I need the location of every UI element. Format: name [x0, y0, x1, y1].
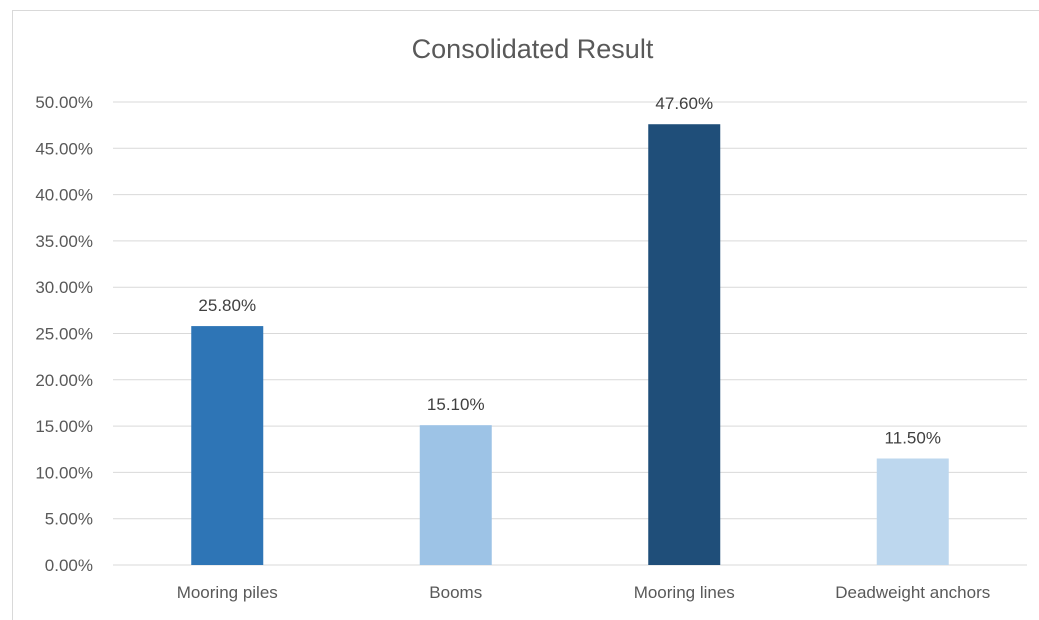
y-tick-label: 45.00%: [35, 139, 93, 158]
gridlines: [113, 101, 1027, 566]
y-axis-ticks: 0.00% 5.00% 10.00% 15.00% 20.00% 25.00% 30.00%…: [35, 93, 93, 575]
y-tick-label: 40.00%: [35, 186, 93, 205]
x-axis-categories: Mooring piles Booms Mooring lines Deadweigh…: [177, 583, 991, 602]
x-category-label: Deadweight anchors: [835, 583, 990, 602]
y-tick-label: 25.00%: [35, 325, 93, 344]
y-tick-label: 35.00%: [35, 232, 93, 251]
data-label: 47.60%: [655, 94, 713, 113]
x-category-label: Mooring piles: [177, 583, 278, 602]
y-tick-label: 30.00%: [35, 278, 93, 297]
data-labels: 25.80% 15.10% 47.60% 11.50%: [198, 94, 941, 447]
bars: [191, 124, 949, 565]
bar: [419, 425, 492, 565]
chart-frame: [12, 10, 1039, 620]
bar: [191, 326, 264, 565]
x-category-label: Mooring lines: [634, 583, 735, 602]
x-category-label: Booms: [429, 583, 482, 602]
y-tick-label: 10.00%: [35, 463, 93, 482]
y-tick-label: 15.00%: [35, 417, 93, 436]
y-tick-label: 0.00%: [45, 556, 93, 575]
data-label: 15.10%: [427, 395, 485, 414]
y-tick-label: 5.00%: [45, 510, 93, 529]
y-tick-label: 20.00%: [35, 371, 93, 390]
bar: [876, 458, 949, 565]
data-label: 11.50%: [885, 429, 941, 448]
bar: [648, 124, 721, 565]
chart-title: Consolidated Result: [411, 34, 654, 64]
y-tick-label: 50.00%: [35, 93, 93, 112]
data-label: 25.80%: [198, 296, 256, 315]
